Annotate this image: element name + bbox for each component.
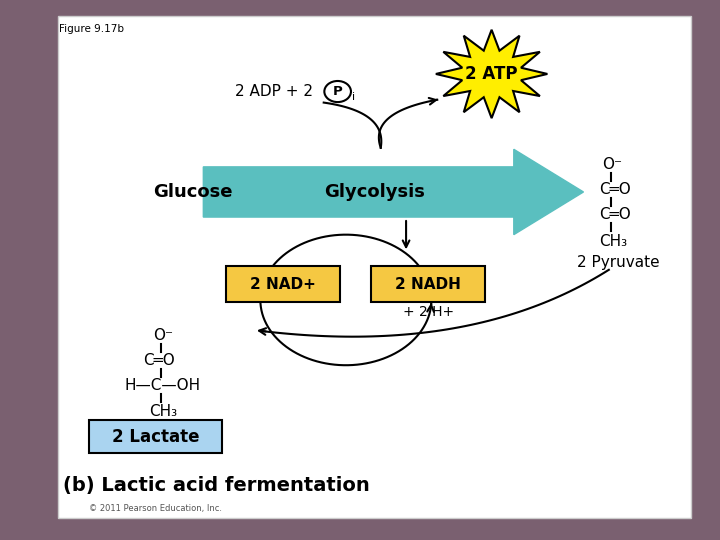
Text: 2 Lactate: 2 Lactate — [112, 428, 199, 446]
FancyBboxPatch shape — [225, 266, 340, 302]
Text: C═O: C═O — [599, 207, 631, 222]
Text: Glucose: Glucose — [153, 183, 232, 201]
Text: O⁻: O⁻ — [153, 328, 173, 342]
Text: i: i — [352, 92, 356, 102]
Text: + 2 H+: + 2 H+ — [402, 306, 454, 320]
Polygon shape — [203, 149, 583, 235]
Text: Glycolysis: Glycolysis — [324, 183, 425, 201]
Text: O⁻: O⁻ — [603, 157, 623, 172]
FancyBboxPatch shape — [372, 266, 485, 302]
Text: CH₃: CH₃ — [150, 404, 178, 420]
Text: P: P — [333, 85, 343, 98]
Text: 2 NAD+: 2 NAD+ — [250, 277, 315, 292]
FancyBboxPatch shape — [89, 421, 222, 453]
Text: CH₃: CH₃ — [599, 234, 627, 249]
Text: 2 Pyruvate: 2 Pyruvate — [577, 255, 660, 270]
Text: 2 ADP + 2: 2 ADP + 2 — [235, 84, 313, 99]
Text: 2 ATP: 2 ATP — [465, 65, 518, 83]
Text: 2 NADH: 2 NADH — [395, 277, 462, 292]
Polygon shape — [436, 30, 547, 118]
Text: C═O: C═O — [143, 353, 175, 368]
Text: H—C—OH: H—C—OH — [124, 378, 200, 393]
Text: Figure 9.17b: Figure 9.17b — [59, 24, 124, 33]
Text: © 2011 Pearson Education, Inc.: © 2011 Pearson Education, Inc. — [89, 504, 222, 513]
Text: C═O: C═O — [599, 182, 631, 197]
Text: (b) Lactic acid fermentation: (b) Lactic acid fermentation — [63, 476, 369, 495]
